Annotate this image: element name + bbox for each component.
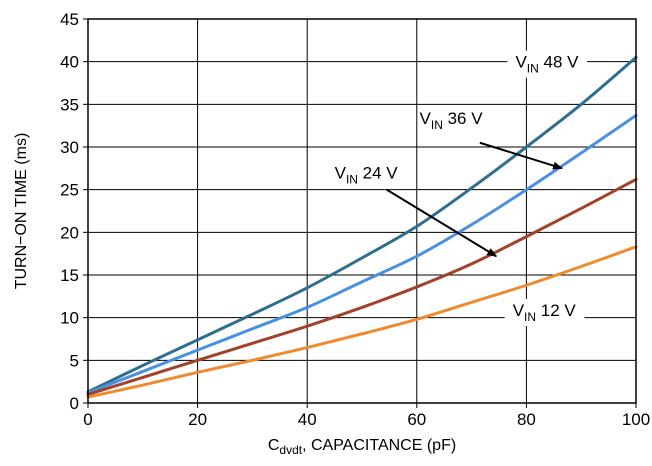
y-axis-label: TURN−ON TIME (ms) <box>13 133 30 290</box>
y-tick-label: 30 <box>60 138 79 157</box>
x-tick-label: 80 <box>517 410 536 429</box>
series-label-bg-12v <box>504 298 585 326</box>
series-line-48v <box>86 55 638 394</box>
series-label-bg-48v <box>507 50 588 78</box>
series-line-24v <box>86 177 638 396</box>
series-label-36v: VIN 36 V <box>420 109 484 132</box>
x-tick-label: 60 <box>407 410 426 429</box>
y-tick-label: 15 <box>60 266 79 285</box>
y-tick-label: 40 <box>60 53 79 72</box>
x-tick-label: 20 <box>188 410 207 429</box>
series-line-36v <box>86 113 638 395</box>
y-tick-label: 0 <box>70 394 79 413</box>
y-tick-label: 10 <box>60 309 79 328</box>
series-label-48v: VIN 48 V <box>515 53 579 76</box>
x-tick-label: 100 <box>622 410 650 429</box>
axis-labels: Cdvdt, CAPACITANCE (pF) TURN−ON TIME (ms) <box>13 133 456 457</box>
y-tick-label: 35 <box>60 95 79 114</box>
series-label-12v: VIN 12 V <box>513 301 577 324</box>
tick-labels: 0 20 40 60 80 100 0 5 10 15 20 25 30 35 40 45 <box>60 10 650 429</box>
y-tick-label: 25 <box>60 181 79 200</box>
x-axis-label: Cdvdt, CAPACITANCE (pF) <box>268 437 456 457</box>
annotations: VIN 48 V VIN 36 V VIN 24 V VIN 12 V <box>335 50 588 326</box>
y-tick-label: 5 <box>70 351 79 370</box>
series-line-12v <box>86 245 638 399</box>
annotation-arrow-24v <box>386 188 498 258</box>
y-tick-label: 20 <box>60 223 79 242</box>
series-lines <box>86 55 638 399</box>
series-label-24v: VIN 24 V <box>335 164 399 187</box>
y-tick-label: 45 <box>60 10 79 29</box>
x-tick-label: 40 <box>298 410 317 429</box>
annotation-arrow-36v <box>479 141 563 170</box>
plot-frame <box>87 18 637 404</box>
x-tick-label: 0 <box>83 410 92 429</box>
